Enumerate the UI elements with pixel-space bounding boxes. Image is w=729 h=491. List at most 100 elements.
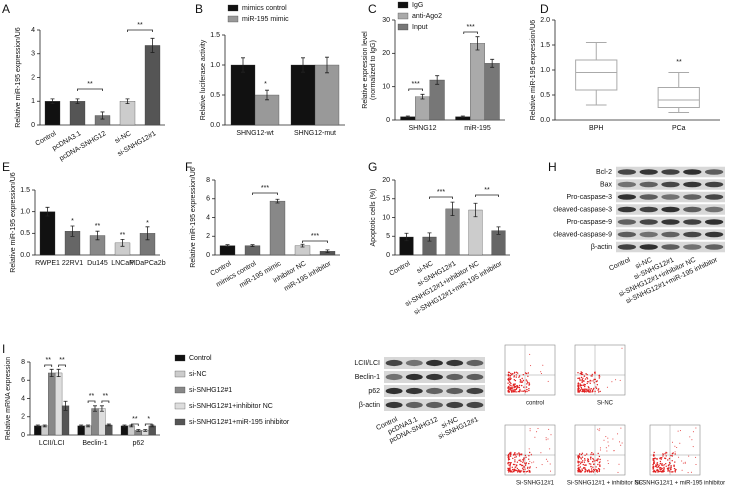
flow-event bbox=[579, 466, 582, 468]
flow-event bbox=[676, 447, 678, 448]
flow-event bbox=[589, 470, 591, 473]
x-tick-label: MDaPCa2b bbox=[129, 260, 165, 267]
flow-event bbox=[668, 462, 671, 464]
flow-event bbox=[511, 390, 513, 392]
flow-event bbox=[512, 457, 514, 460]
legend-label: si-SNHG12#1 bbox=[189, 387, 232, 394]
error-bar bbox=[275, 198, 280, 204]
blot-lane-label: Control bbox=[608, 256, 632, 272]
bar bbox=[105, 424, 113, 436]
panel-letter: D bbox=[540, 2, 549, 16]
flow-event bbox=[514, 379, 517, 382]
flow-event bbox=[517, 469, 520, 471]
flow-event bbox=[594, 378, 596, 381]
flow-event bbox=[520, 460, 522, 463]
flow-event bbox=[598, 391, 600, 393]
flow-event bbox=[656, 469, 658, 472]
flow-event bbox=[577, 382, 580, 384]
flow-event bbox=[587, 458, 590, 461]
flow-event bbox=[529, 430, 531, 432]
bar bbox=[127, 425, 136, 436]
error-bar bbox=[405, 115, 410, 118]
flow-event bbox=[691, 439, 693, 441]
blot-band bbox=[704, 244, 724, 250]
flow-event bbox=[517, 471, 519, 473]
bar bbox=[148, 425, 156, 436]
blot-row-label: β-actin bbox=[359, 402, 380, 409]
flow-event bbox=[613, 450, 615, 452]
flow-event bbox=[594, 372, 596, 375]
flow-event bbox=[653, 458, 655, 460]
flow-event bbox=[580, 373, 583, 376]
flow-event bbox=[577, 372, 579, 374]
error-bar bbox=[150, 37, 155, 53]
flow-event bbox=[657, 466, 659, 468]
flow-event bbox=[510, 384, 512, 387]
flow-event bbox=[671, 455, 673, 457]
flow-event bbox=[509, 454, 511, 456]
blot-row-label: Bcl-2 bbox=[596, 169, 612, 176]
flow-event bbox=[607, 460, 609, 462]
error-bar bbox=[450, 201, 455, 217]
flow-event bbox=[525, 379, 528, 381]
flow-event bbox=[547, 380, 549, 382]
flow-event bbox=[653, 451, 655, 454]
flow-event bbox=[586, 470, 589, 472]
box-whisker bbox=[585, 42, 607, 106]
blot-band bbox=[617, 231, 637, 238]
error-bar bbox=[75, 98, 80, 105]
flow-event bbox=[520, 381, 522, 383]
y-tick-label: 1.0 bbox=[540, 67, 550, 74]
flow-event bbox=[599, 428, 601, 430]
flow-event bbox=[590, 468, 593, 470]
bar bbox=[44, 101, 61, 126]
flow-event bbox=[595, 466, 597, 468]
error-bar bbox=[420, 93, 425, 100]
x-tick-label: Beclin-1 bbox=[82, 440, 107, 447]
legend-label: si-SNHG12#1+inhibitor NC bbox=[189, 403, 273, 410]
bar bbox=[144, 45, 161, 126]
flow-event bbox=[522, 459, 524, 461]
blot-band bbox=[446, 373, 464, 381]
flow-event bbox=[528, 388, 530, 390]
flow-event bbox=[530, 365, 532, 367]
flow-event bbox=[595, 469, 598, 471]
error-bar bbox=[42, 424, 47, 428]
bar bbox=[314, 64, 340, 126]
flow-event bbox=[514, 389, 516, 391]
flow-event bbox=[588, 390, 590, 392]
y-tick-label: 2 bbox=[21, 414, 25, 421]
flow-event bbox=[513, 375, 516, 377]
blot-band bbox=[661, 169, 680, 175]
bar bbox=[34, 425, 42, 436]
blot-row-label: cleaved-caspase-3 bbox=[553, 206, 612, 213]
flow-event bbox=[577, 456, 579, 458]
flow-event bbox=[597, 389, 599, 391]
flow-event bbox=[581, 390, 583, 393]
error-bar bbox=[93, 405, 97, 412]
legend-swatch bbox=[174, 402, 186, 410]
flow-event bbox=[690, 471, 692, 473]
y-tick-label: 0 bbox=[386, 252, 390, 259]
blot-row-label: β-actin bbox=[591, 244, 612, 251]
flow-event bbox=[656, 464, 659, 466]
flow-event bbox=[507, 382, 509, 384]
blot-band bbox=[385, 387, 403, 395]
flow-event bbox=[511, 386, 513, 388]
flow-event bbox=[598, 470, 601, 472]
flow-event bbox=[581, 384, 583, 386]
flow-event bbox=[591, 389, 594, 392]
flow-event bbox=[663, 464, 665, 466]
flow-event bbox=[508, 379, 510, 382]
flow-event bbox=[592, 457, 594, 460]
flow-event bbox=[577, 390, 579, 392]
flow-event bbox=[674, 461, 676, 463]
error-bar bbox=[473, 202, 478, 218]
flow-event bbox=[579, 379, 581, 381]
flow-event bbox=[518, 386, 521, 389]
legend-label: anti-Ago2 bbox=[412, 13, 442, 20]
significance-mark: *** bbox=[261, 185, 269, 192]
y-tick-label: 2 bbox=[206, 233, 210, 240]
flow-event bbox=[581, 389, 584, 391]
bar bbox=[69, 101, 86, 126]
